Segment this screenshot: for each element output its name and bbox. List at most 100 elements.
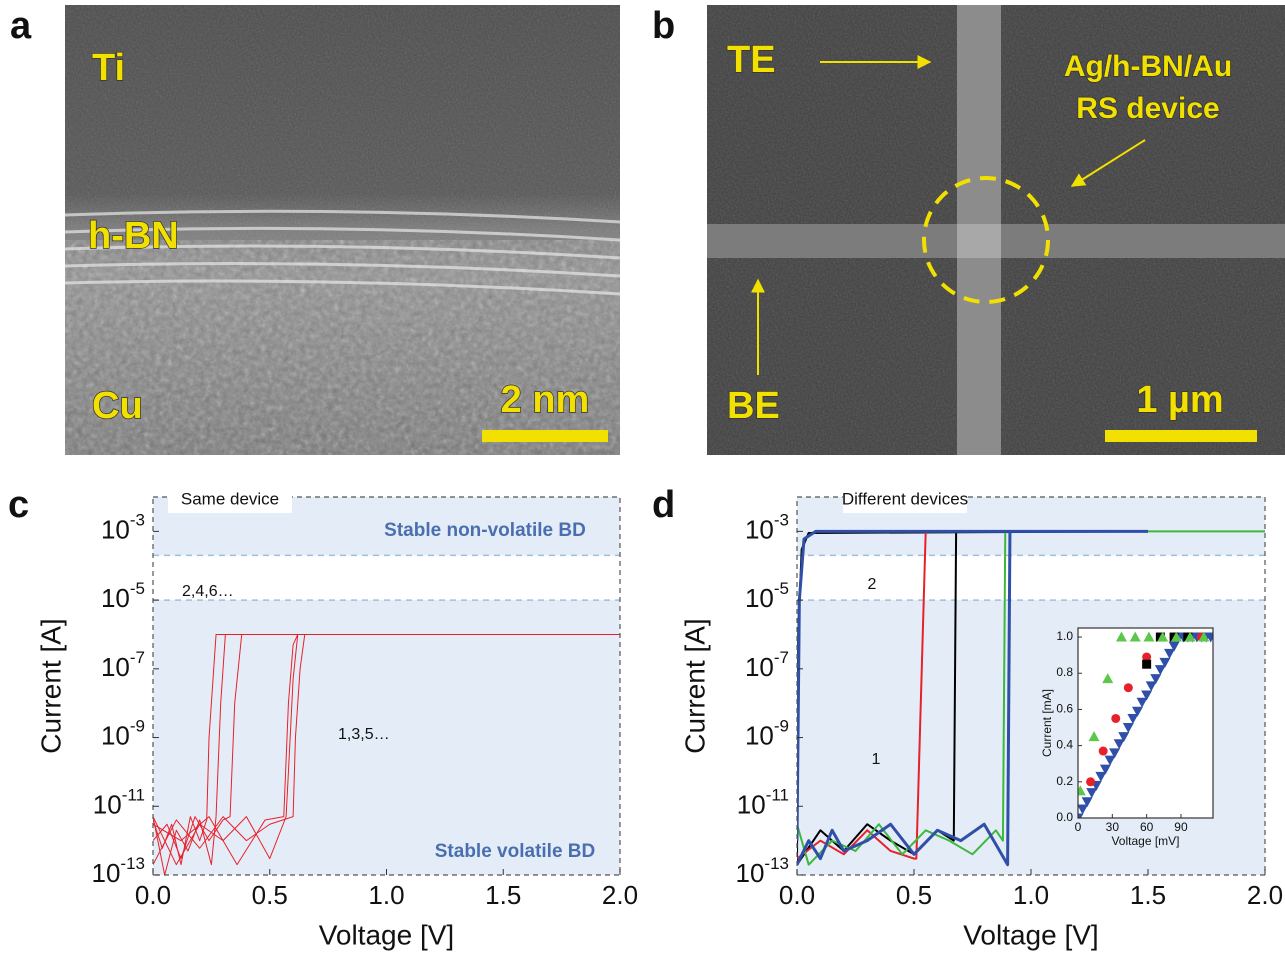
data-point: [1131, 706, 1143, 717]
threshold-band: [797, 555, 1265, 601]
tick-exponent: -7: [130, 648, 145, 667]
data-point: [1118, 732, 1130, 743]
annotation-box: [843, 487, 967, 513]
y-tick-label: 10-9​: [745, 717, 789, 750]
data-point: [1104, 755, 1116, 766]
tick-base: 10: [745, 514, 774, 544]
x-axis-label: Voltage [V]: [319, 919, 454, 950]
x-tick-label: 0.0: [135, 880, 171, 910]
tick-exponent: -9: [774, 717, 789, 736]
device-label: RS device: [1076, 92, 1219, 125]
data-line: [797, 530, 1265, 866]
annotation: 1,3,5…: [338, 726, 390, 743]
y-tick-label: 10-5​: [745, 580, 789, 613]
data-line: [153, 633, 620, 860]
tick-base: 10: [745, 720, 774, 750]
data-point: [1157, 631, 1169, 642]
layer-label: Ti: [92, 47, 125, 89]
tick-base: 10: [101, 720, 130, 750]
tick-exponent: -5: [130, 580, 145, 599]
data-point: [1198, 631, 1210, 642]
data-point: [1127, 713, 1139, 724]
data-point: [1142, 659, 1152, 669]
tick-exponent: -11: [122, 786, 145, 805]
tick-exponent: -13: [764, 854, 789, 873]
x-tick-label: 60: [1140, 820, 1154, 834]
data-point: [1159, 657, 1171, 668]
data-point: [1170, 631, 1182, 642]
tick-exponent: -3: [130, 511, 145, 530]
panel-a: a Ti h-BN Cu 2 nm: [10, 5, 621, 455]
tick-exponent: -11: [766, 786, 789, 805]
tick-base: 10: [745, 652, 774, 682]
y-tick-label: 1.0: [1056, 629, 1073, 643]
tem-lattice: [65, 240, 620, 455]
scale-bar-label: 2 nm: [501, 379, 590, 421]
x-tick-label: 1.0: [368, 880, 404, 910]
x-tick-label: 30: [1106, 820, 1120, 834]
data-point: [1109, 748, 1121, 759]
data-point: [1099, 764, 1111, 775]
chart: 0 30 60 90 0.0 0.2 0.4 0.6 0.8 1.0 Voltage [mV] Cur…: [1040, 627, 1214, 848]
annotation: 2: [868, 576, 877, 593]
data-point: [1142, 652, 1152, 662]
data-line: [797, 529, 1148, 867]
data-point: [1086, 788, 1098, 799]
data-point: [1081, 797, 1093, 808]
data-point: [1129, 631, 1141, 642]
x-tick-label: 90: [1174, 820, 1188, 834]
x-tick-label: 0: [1075, 820, 1082, 834]
tick-base: 0.2: [1056, 774, 1073, 788]
chart: 0.00.51.01.52.010-13​10-11​10-9​10-7​10-…: [8, 484, 638, 950]
annotation: Stable volatile BD: [435, 841, 596, 862]
data-point: [1113, 739, 1125, 750]
data-point: [1078, 785, 1086, 796]
tick-base: 10: [101, 514, 130, 544]
tick-exponent: -9: [130, 717, 145, 736]
plot-background: [153, 497, 620, 875]
tick-base: 10: [93, 789, 122, 819]
y-tick-label: 10-9​: [101, 717, 145, 750]
x-tick-label: 0.5: [252, 880, 288, 910]
series-group: [797, 529, 1265, 867]
series-group: [153, 633, 620, 875]
device-label: Ag/h-BN/Au: [1064, 50, 1232, 83]
data-point: [1098, 746, 1108, 756]
data-point: [1095, 771, 1107, 782]
tick-exponent: -3: [774, 511, 789, 530]
y-tick-label: 10-13​: [92, 854, 146, 887]
y-tick-label: 0.6: [1056, 702, 1073, 716]
data-point: [1141, 690, 1153, 701]
tick-base: 10: [92, 858, 121, 888]
data-line: [153, 633, 620, 866]
y-axis-label: Current [mA]: [1040, 689, 1054, 757]
tick-base: 0.0: [1056, 810, 1073, 824]
data-point: [1168, 641, 1180, 652]
x-tick-label: 1.0: [1013, 880, 1049, 910]
annotation: Same device: [181, 489, 279, 508]
series-group: [1078, 631, 1213, 818]
y-axis-label: Current [A]: [35, 618, 66, 753]
annotation: Different devices: [842, 489, 968, 508]
y-tick-label: 10-3​: [101, 511, 145, 544]
annotation: 1: [872, 751, 881, 768]
data-point: [1150, 674, 1162, 685]
tick-exponent: -5: [774, 580, 789, 599]
x-tick-label: 1.5: [485, 880, 521, 910]
data-point: [1078, 804, 1089, 815]
y-tick-label: 10-11​: [93, 786, 145, 819]
data-point: [1123, 683, 1133, 693]
arrow: [1070, 139, 1146, 187]
x-tick-label: 0.0: [779, 880, 815, 910]
y-tick-label: 10-5​: [101, 580, 145, 613]
x-axis-label: Voltage [V]: [963, 919, 1098, 950]
scale-bar-label: 1 µm: [1136, 379, 1223, 421]
data-point: [1136, 697, 1148, 708]
tick-base: 0.4: [1056, 738, 1073, 752]
data-point: [1111, 713, 1121, 723]
y-tick-label: 10-7​: [101, 648, 145, 681]
y-tick-label: 0.0: [1056, 810, 1073, 824]
data-point: [1143, 631, 1155, 642]
device-circle: [922, 176, 1050, 304]
